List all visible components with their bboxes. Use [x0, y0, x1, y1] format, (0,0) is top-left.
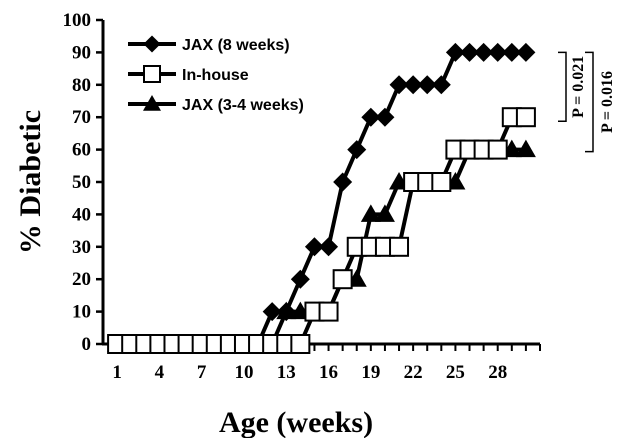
x-axis-title: Age (weeks) — [219, 406, 373, 438]
legend-item: JAX (8 weeks) — [128, 35, 290, 54]
legend-label: JAX (8 weeks) — [182, 37, 290, 54]
legend-label: In-house — [182, 67, 249, 84]
data-point — [460, 42, 480, 62]
data-point — [389, 75, 409, 95]
legend-item: In-house — [128, 65, 249, 84]
y-tick-label: 70 — [72, 107, 91, 128]
data-point — [347, 140, 367, 160]
data-point — [515, 139, 536, 158]
series-square-open — [107, 107, 536, 354]
y-tick-label: 80 — [72, 75, 91, 96]
y-tick-label: 30 — [72, 237, 91, 258]
data-point — [304, 237, 324, 257]
x-tick-label: 16 — [319, 362, 338, 383]
data-point — [318, 301, 339, 322]
data-point — [389, 236, 410, 257]
y-tick-label: 10 — [72, 302, 91, 323]
data-point — [276, 301, 297, 320]
data-point — [516, 42, 536, 62]
data-point — [333, 172, 353, 192]
legend-label: JAX (3-4 weeks) — [182, 97, 304, 114]
y-tick-label: 20 — [72, 269, 91, 290]
data-point — [290, 269, 310, 289]
annotations: P = 0.021 P = 0.016 — [558, 51, 616, 153]
x-tick-label: 22 — [404, 362, 423, 383]
y-tick-label: 0 — [82, 334, 92, 355]
data-point — [431, 172, 452, 192]
ticks: 0 10 20 30 40 50 60 70 80 90 100 1 4 7 10 13 16 19 22 25 28 — [63, 10, 541, 383]
x-tick-label: 25 — [446, 362, 465, 383]
legend: JAX (8 weeks) In-house JAX (3-4 weeks) — [128, 35, 304, 114]
data-point — [445, 42, 465, 62]
y-tick-label: 100 — [63, 10, 92, 31]
p-value-label: P = 0.016 — [599, 71, 616, 133]
data-point — [319, 237, 339, 257]
bracket-line — [585, 51, 594, 153]
data-point — [403, 75, 423, 95]
bracket-line — [558, 51, 567, 122]
p-value-label: P = 0.021 — [570, 56, 587, 118]
y-tick-label: 90 — [72, 42, 91, 63]
legend-item: JAX (3-4 weeks) — [128, 95, 304, 114]
data-point — [417, 75, 437, 95]
data-point — [375, 107, 395, 127]
p-value-bracket: P = 0.016 — [585, 51, 616, 153]
y-tick-label: 40 — [72, 204, 91, 225]
data-point — [361, 107, 381, 127]
legend-marker — [143, 65, 161, 83]
x-tick-label: 28 — [488, 362, 507, 383]
data-point — [360, 204, 381, 222]
axes — [101, 20, 540, 346]
x-tick-label: 13 — [277, 362, 296, 383]
y-axis-title: % Diabetic — [14, 110, 47, 254]
x-tick-label: 7 — [197, 362, 207, 383]
data-point — [332, 269, 353, 290]
data-point — [431, 75, 451, 95]
series — [107, 42, 536, 354]
data-point — [488, 42, 508, 62]
x-tick-label: 10 — [234, 362, 253, 383]
x-tick-label: 1 — [112, 362, 122, 383]
data-point — [502, 42, 522, 62]
x-tick-label: 19 — [361, 362, 380, 383]
p-value-bracket: P = 0.021 — [558, 51, 587, 122]
series-line — [117, 50, 526, 346]
data-point — [262, 302, 282, 322]
legend-marker — [143, 35, 161, 53]
y-tick-label: 60 — [72, 140, 91, 161]
data-point — [515, 107, 536, 128]
data-point — [290, 334, 311, 354]
data-point — [487, 139, 508, 160]
x-tick-label: 4 — [155, 362, 165, 383]
y-tick-label: 50 — [72, 172, 91, 193]
data-point — [474, 42, 494, 62]
legend-marker — [143, 95, 161, 111]
data-point — [374, 204, 395, 222]
